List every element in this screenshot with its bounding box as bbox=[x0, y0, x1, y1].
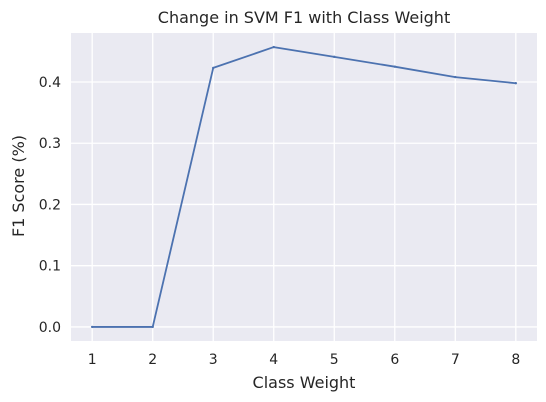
data-point bbox=[333, 55, 336, 59]
data-point bbox=[151, 325, 154, 329]
y-tick-label: 0.1 bbox=[39, 259, 61, 275]
plot-area bbox=[71, 33, 537, 341]
y-tick-label: 0.4 bbox=[39, 75, 61, 91]
x-axis-title: Class Weight bbox=[253, 373, 356, 392]
y-tick-label: 0.0 bbox=[39, 320, 61, 336]
x-gridlines bbox=[91, 33, 517, 341]
data-point bbox=[393, 65, 396, 68]
data-point bbox=[272, 45, 275, 49]
y-gridlines bbox=[71, 81, 537, 328]
x-tick-label: 3 bbox=[209, 352, 218, 368]
x-tick-label: 1 bbox=[88, 352, 97, 368]
data-point bbox=[90, 325, 94, 329]
data-point bbox=[454, 75, 457, 79]
y-tick-label: 0.3 bbox=[39, 136, 61, 152]
series-layer bbox=[90, 45, 518, 329]
data-point bbox=[212, 66, 215, 70]
x-tick-label: 2 bbox=[148, 352, 157, 368]
x-tick-label: 8 bbox=[511, 352, 520, 368]
data-point bbox=[514, 82, 518, 85]
x-tick-label: 4 bbox=[269, 352, 278, 368]
x-tick-label: 6 bbox=[390, 352, 399, 368]
x-tick-label: 5 bbox=[330, 352, 339, 368]
x-tick-label: 7 bbox=[451, 352, 460, 368]
y-tick-label: 0.2 bbox=[39, 197, 61, 213]
x-tick-labels: 1 2 3 4 5 6 7 8 bbox=[88, 352, 521, 368]
chart-title: Change in SVM F1 with Class Weight bbox=[158, 8, 450, 27]
series-line bbox=[91, 46, 517, 328]
y-tick-labels: 0.0 0.1 0.2 0.3 0.4 bbox=[39, 75, 61, 336]
y-axis-title: F1 Score (%) bbox=[9, 135, 28, 237]
